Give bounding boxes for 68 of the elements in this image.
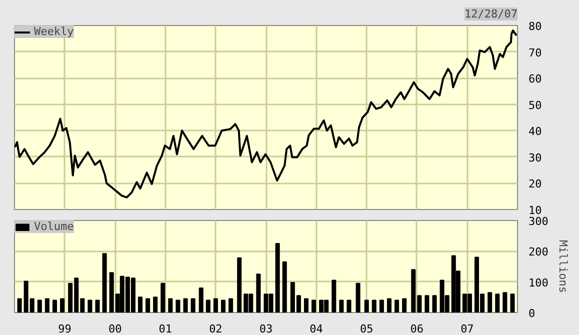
bar — [282, 261, 287, 312]
bar — [206, 300, 210, 312]
bar — [146, 298, 150, 312]
legend-label: Weekly — [34, 25, 74, 38]
bar — [220, 300, 226, 312]
bar — [402, 298, 407, 312]
x-tick-label: 04 — [310, 322, 324, 335]
bar — [213, 298, 218, 312]
bar — [153, 296, 158, 312]
y-tick-label: 0 — [528, 307, 536, 320]
bar — [88, 300, 92, 312]
y-tick-label: 40 — [528, 125, 542, 138]
y-tick-label: 20 — [528, 178, 542, 191]
bar — [488, 292, 492, 312]
bar — [228, 298, 234, 312]
bar — [198, 287, 204, 312]
bar — [168, 298, 173, 312]
bar — [256, 274, 261, 312]
bar — [502, 292, 508, 312]
x-tick-label: 07 — [460, 322, 474, 335]
bar — [364, 300, 369, 312]
bar — [510, 294, 515, 312]
y-tick-label: 70 — [528, 46, 542, 60]
y-tick-label: 10 — [528, 204, 542, 217]
bar — [37, 300, 42, 312]
x-tick-label: 00 — [108, 322, 122, 335]
x-tick-label: 01 — [158, 322, 172, 335]
legend-label: Volume — [34, 220, 74, 233]
bar — [339, 300, 344, 312]
bar — [379, 300, 384, 312]
bar — [52, 300, 57, 312]
bar — [356, 282, 360, 312]
x-tick-label: 06 — [410, 322, 424, 335]
bar — [346, 300, 352, 312]
bar — [17, 298, 22, 312]
y-tick-label: 80 — [528, 20, 542, 33]
bar — [138, 296, 143, 312]
bar — [102, 253, 107, 312]
x-tick-label: 02 — [209, 322, 222, 335]
bar — [176, 300, 180, 312]
bar — [424, 295, 430, 312]
bar — [495, 294, 500, 312]
y-tick-label: 60 — [528, 72, 542, 86]
bar — [432, 295, 437, 312]
y-tick-label: 30 — [528, 151, 542, 164]
bar — [394, 300, 400, 312]
bar — [332, 280, 336, 312]
y-tick-label: 300 — [528, 215, 548, 228]
bar — [386, 298, 392, 312]
bar — [95, 300, 100, 312]
y-tick-label: 100 — [528, 276, 548, 290]
bar — [312, 300, 316, 312]
bar — [372, 300, 376, 312]
bar — [60, 298, 65, 312]
bar — [160, 282, 166, 312]
y-tick-label: 200 — [528, 246, 548, 259]
bar — [304, 298, 308, 312]
y-tick-label: 50 — [528, 98, 542, 112]
x-tick-label: 03 — [259, 322, 273, 335]
bar — [183, 298, 188, 312]
bar — [275, 243, 280, 312]
x-tick-label: 99 — [58, 322, 72, 335]
y-axis-title: Millions — [556, 240, 570, 293]
x-tick-label: 05 — [360, 322, 374, 335]
bar — [237, 257, 242, 312]
bar — [190, 298, 196, 312]
bar — [44, 298, 50, 312]
text: 12/28/07 — [464, 8, 518, 20]
